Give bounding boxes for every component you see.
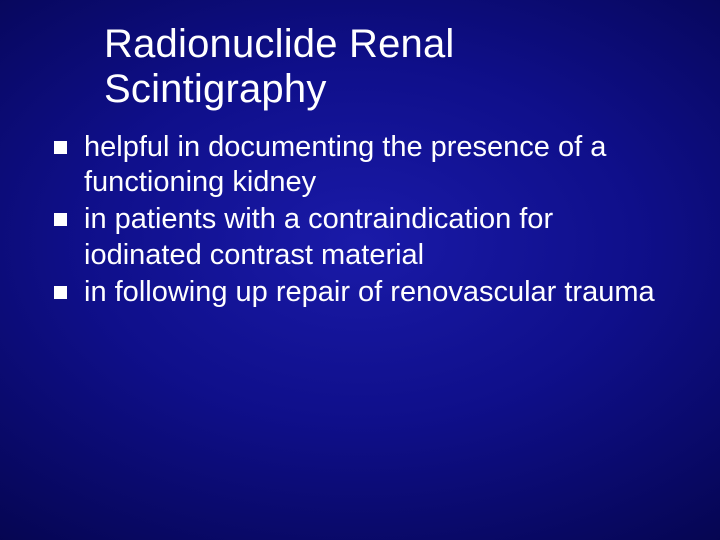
square-bullet-icon — [54, 141, 67, 154]
bullet-list: helpful in documenting the presence of a… — [54, 130, 676, 311]
bullet-text: in following up repair of renovascular t… — [84, 276, 655, 308]
list-item: helpful in documenting the presence of a… — [54, 130, 676, 201]
square-bullet-icon — [54, 213, 67, 226]
slide-title: Radionuclide Renal Scintigraphy — [104, 22, 676, 112]
slide-container: Radionuclide Renal Scintigraphy helpful … — [0, 0, 720, 540]
square-bullet-icon — [54, 286, 67, 299]
bullet-text: helpful in documenting the presence of a… — [84, 131, 606, 198]
list-item: in patients with a contraindication for … — [54, 202, 676, 273]
bullet-text: in patients with a contraindication for … — [84, 203, 553, 270]
list-item: in following up repair of renovascular t… — [54, 275, 676, 310]
